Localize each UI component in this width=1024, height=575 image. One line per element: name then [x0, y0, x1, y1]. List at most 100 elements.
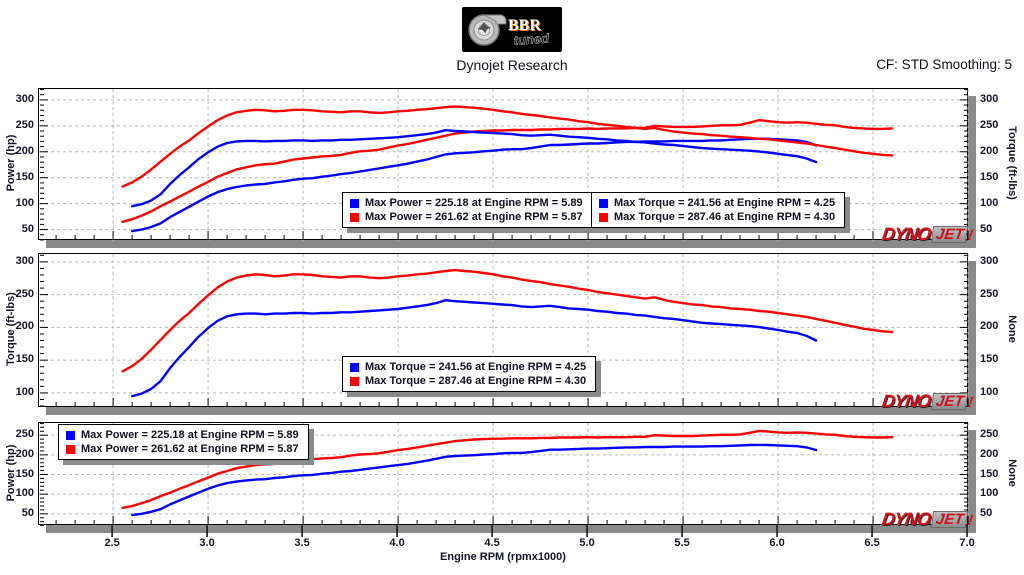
page-title: Dynojet Research — [456, 57, 568, 73]
y-axis-title-left: Power (hp) — [5, 444, 17, 501]
x-tick-label: 7.0 — [959, 537, 975, 549]
dynojet-watermark: DYNO JET! — [881, 224, 975, 244]
curve-torque_blue — [130, 129, 818, 208]
legend-row: Max Power = 261.62 at Engine RPM = 5.87 — [350, 210, 583, 224]
y-left-tick-label: 150 — [15, 353, 34, 366]
y-right-tick-label: 250 — [980, 287, 999, 300]
x-tick-label: 6.0 — [769, 537, 785, 549]
dynojet-watermark-dyno: DYNO — [881, 509, 932, 529]
y-left-tick-label: 250 — [15, 287, 34, 300]
legend-label: Max Power = 261.62 at Engine RPM = 5.87 — [365, 211, 583, 223]
legend-torque-torque: Max Torque = 241.56 at Engine RPM = 4.25… — [342, 356, 597, 392]
curve-torque_blue — [130, 299, 818, 398]
y-right-tick-label: 150 — [980, 170, 999, 183]
y-left-tick-label: 150 — [15, 467, 34, 480]
dynojet-watermark-dyno: DYNO — [881, 391, 932, 411]
dynojet-watermark-mark: ! — [966, 512, 975, 529]
y-left-tick-label: 100 — [15, 385, 34, 398]
y-right-tick-label: 250 — [980, 118, 999, 131]
legend-label: Max Power = 225.18 at Engine RPM = 5.89 — [81, 429, 299, 441]
curve-power_red — [121, 118, 894, 224]
x-tick-label: 6.5 — [864, 537, 880, 549]
chart-panel-power-and-torque: Max Power = 225.18 at Engine RPM = 5.89 M… — [38, 88, 974, 244]
dynojet-watermark: DYNO JET! — [881, 391, 975, 411]
legend-power-power: Max Power = 225.18 at Engine RPM = 5.89 M… — [58, 424, 309, 460]
x-tick-label: 3.5 — [294, 537, 310, 549]
y-left-tick-label: 200 — [15, 447, 34, 460]
curve-torque_red — [121, 105, 894, 188]
dynojet-watermark-mark: ! — [966, 394, 975, 411]
x-tick-label: 5.5 — [674, 537, 690, 549]
legend-power-power-and-torque: Max Power = 225.18 at Engine RPM = 5.89 M… — [342, 192, 593, 228]
y-right-tick-label: 100 — [980, 196, 999, 209]
x-tick-label: 2.5 — [104, 537, 120, 549]
legend-label: Max Power = 261.62 at Engine RPM = 5.87 — [81, 443, 299, 455]
plot-power — [39, 423, 969, 526]
y-right-tick-label: 200 — [980, 447, 999, 460]
y-right-tick-label: 250 — [980, 428, 999, 441]
bbr-text-glow: BBR — [509, 18, 542, 35]
legend-label: Max Power = 225.18 at Engine RPM = 5.89 — [365, 197, 583, 209]
y-left-tick-label: 300 — [15, 92, 34, 105]
dynojet-watermark-jet: JET — [931, 511, 969, 528]
curve-power_blue — [130, 137, 818, 233]
y-axis-title-right: Torque (ft-lbs) — [1006, 126, 1018, 200]
y-right-tick-label: 300 — [980, 92, 999, 105]
y-left-tick-label: 200 — [15, 320, 34, 333]
legend-row: Max Torque = 287.46 at Engine RPM = 4.30 — [350, 374, 586, 388]
x-tick-label: 5.0 — [579, 537, 595, 549]
tuned-text: tuned — [513, 30, 550, 48]
y-left-tick-label: 300 — [15, 254, 34, 267]
legend-label: Max Torque = 287.46 at Engine RPM = 4.30 — [614, 211, 836, 223]
y-right-tick-label: 300 — [980, 254, 999, 267]
legend-row: Max Power = 225.18 at Engine RPM = 5.89 — [66, 428, 299, 442]
legend-label: Max Torque = 287.46 at Engine RPM = 4.30 — [365, 375, 587, 387]
blue-swatch — [599, 198, 608, 208]
dynojet-watermark-mark: ! — [966, 227, 975, 244]
correction-smoothing-label: CF: STD Smoothing: 5 — [876, 57, 1012, 72]
bbr-text: BBR — [508, 17, 541, 34]
curve-power_blue — [130, 443, 818, 517]
legend-row: Max Torque = 241.56 at Engine RPM = 4.25 — [599, 196, 835, 210]
red-swatch — [350, 376, 359, 386]
red-swatch — [599, 212, 608, 222]
blue-swatch — [350, 362, 359, 372]
y-left-tick-label: 150 — [15, 170, 34, 183]
x-axis-tick-strip — [111, 525, 968, 537]
y-left-tick-label: 100 — [15, 487, 34, 500]
y-left-tick-label: 250 — [15, 118, 34, 131]
legend-label: Max Torque = 241.56 at Engine RPM = 4.25 — [365, 361, 587, 373]
chart-panel-torque: Max Torque = 241.56 at Engine RPM = 4.25… — [38, 253, 974, 411]
legend-label: Max Torque = 241.56 at Engine RPM = 4.25 — [614, 197, 836, 209]
y-left-tick-label: 200 — [15, 144, 34, 157]
dynojet-watermark-jet: JET — [931, 393, 969, 410]
blue-swatch — [350, 198, 359, 208]
y-right-tick-label: 50 — [980, 222, 993, 235]
red-swatch — [350, 212, 359, 222]
legend-row: Max Power = 225.18 at Engine RPM = 5.89 — [350, 196, 583, 210]
y-left-tick-label: 50 — [21, 506, 34, 519]
x-axis-title: Engine RPM (rpmx1000) — [440, 551, 566, 563]
y-axis-title-right: None — [1006, 458, 1018, 487]
y-left-tick-label: 100 — [15, 196, 34, 209]
curve-torque_red — [121, 268, 894, 373]
blue-swatch — [66, 430, 75, 440]
x-tick-label: 4.0 — [389, 537, 405, 549]
y-left-tick-label: 50 — [21, 222, 34, 235]
y-axis-title-left: Power (hp) — [5, 134, 17, 192]
dynojet-watermark: DYNO JET! — [881, 509, 975, 529]
legend-torque-power-and-torque: Max Torque = 241.56 at Engine RPM = 4.25… — [591, 192, 846, 228]
curve-power_red — [121, 429, 894, 510]
dynojet-watermark-dyno: DYNO — [881, 224, 932, 244]
legend-row: Max Torque = 241.56 at Engine RPM = 4.25 — [350, 360, 586, 374]
y-right-tick-label: 150 — [980, 467, 999, 480]
y-right-tick-label: 100 — [980, 487, 999, 500]
x-tick-label: 4.5 — [484, 537, 500, 549]
legend-row: Max Power = 261.62 at Engine RPM = 5.87 — [66, 442, 299, 456]
x-tick-label: 3.0 — [199, 537, 215, 549]
red-swatch — [66, 444, 75, 454]
y-axis-title-right: None — [1006, 315, 1018, 343]
legend-row: Max Torque = 287.46 at Engine RPM = 4.30 — [599, 210, 835, 224]
bbr-logo-graphic: BBR BBR tuned — [468, 14, 551, 48]
